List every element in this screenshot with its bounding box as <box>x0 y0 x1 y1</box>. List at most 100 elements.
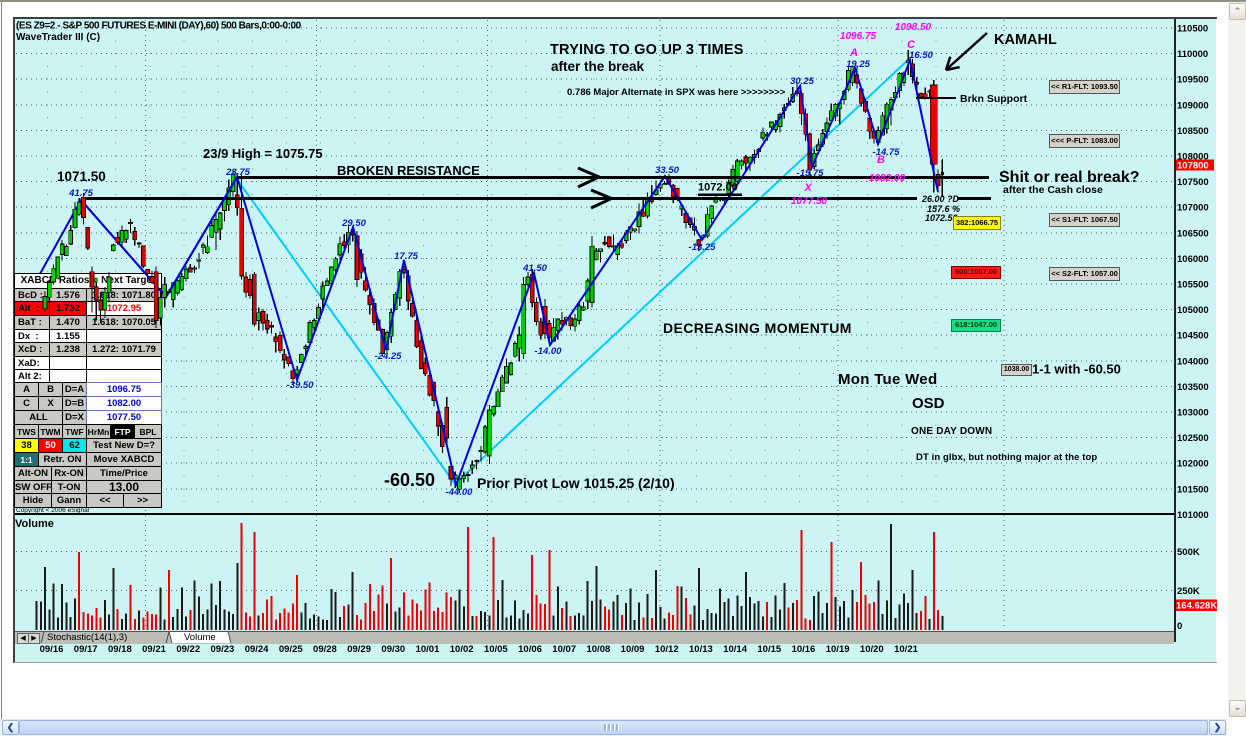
svg-text:WaveTrader III (C): WaveTrader III (C) <box>16 32 100 43</box>
svg-text:26.00 ?D: 26.00 ?D <box>921 194 960 204</box>
svg-text:Brkn Support: Brkn Support <box>960 93 1028 105</box>
svg-text:09/23: 09/23 <box>211 644 235 655</box>
svg-text:09/24: 09/24 <box>245 644 269 655</box>
svg-text:09/18: 09/18 <box>108 644 132 655</box>
svg-text:107500: 107500 <box>1177 177 1209 188</box>
svg-text:1098.50: 1098.50 <box>895 22 932 33</box>
svg-text:23/9 High = 1075.75: 23/9 High = 1075.75 <box>203 146 323 161</box>
svg-text:-15.75: -15.75 <box>797 168 825 179</box>
svg-text:10/08: 10/08 <box>586 644 610 655</box>
svg-text:1071.50: 1071.50 <box>57 169 106 184</box>
svg-text:09/17: 09/17 <box>74 644 98 655</box>
svg-text:250K: 250K <box>1177 586 1200 597</box>
svg-text:104500: 104500 <box>1177 331 1209 342</box>
svg-text:KAMAHL: KAMAHL <box>994 32 1057 48</box>
svg-text:TRYING TO GO UP 3 TIMES: TRYING TO GO UP 3 TIMES <box>550 42 744 58</box>
svg-text:10/20: 10/20 <box>860 644 884 655</box>
svg-text:105500: 105500 <box>1177 280 1209 291</box>
svg-text:Mon Tue Wed: Mon Tue Wed <box>838 371 937 388</box>
svg-text:107800: 107800 <box>1177 161 1209 172</box>
svg-text:108500: 108500 <box>1177 126 1209 137</box>
svg-text:157.6 %: 157.6 % <box>927 204 960 214</box>
svg-text:10/01: 10/01 <box>416 644 440 655</box>
svg-text:-24.25: -24.25 <box>375 351 403 362</box>
svg-text:09/22: 09/22 <box>176 644 200 655</box>
svg-text:-14.75: -14.75 <box>873 147 901 158</box>
svg-text:103000: 103000 <box>1177 408 1209 419</box>
svg-text:1077.50: 1077.50 <box>791 196 828 207</box>
svg-text:109000: 109000 <box>1177 100 1209 111</box>
svg-text:17.75: 17.75 <box>394 251 418 262</box>
svg-text:106000: 106000 <box>1177 254 1209 265</box>
svg-text:1072.00: 1072.00 <box>698 182 738 194</box>
svg-text:500K: 500K <box>1177 547 1200 558</box>
svg-text:Prior Pivot Low 1015.25 (2/10): Prior Pivot Low 1015.25 (2/10) <box>477 475 675 491</box>
svg-text:Shit or real break?: Shit or real break? <box>999 169 1140 186</box>
svg-text:09/25: 09/25 <box>279 644 303 655</box>
svg-text:10/09: 10/09 <box>621 644 645 655</box>
svg-text:10/05: 10/05 <box>484 644 508 655</box>
svg-text:105000: 105000 <box>1177 305 1209 316</box>
svg-text:09/16: 09/16 <box>40 644 64 655</box>
svg-text:10/14: 10/14 <box>723 644 747 655</box>
svg-text:A: A <box>849 47 858 59</box>
svg-text:Volume: Volume <box>15 518 54 530</box>
svg-text:09/29: 09/29 <box>347 644 371 655</box>
svg-text:10/07: 10/07 <box>552 644 576 655</box>
svg-text:-60.50: -60.50 <box>384 470 435 490</box>
svg-text:101500: 101500 <box>1177 484 1209 495</box>
svg-text:16.50: 16.50 <box>909 50 933 61</box>
svg-text:10/12: 10/12 <box>655 644 679 655</box>
svg-text:101000: 101000 <box>1177 510 1209 521</box>
svg-text:109500: 109500 <box>1177 75 1209 86</box>
svg-text:23.75: 23.75 <box>225 167 250 178</box>
svg-text:-14.00: -14.00 <box>535 346 563 357</box>
svg-text:41.50: 41.50 <box>522 263 547 274</box>
svg-text:0: 0 <box>1177 621 1182 632</box>
svg-text:110500: 110500 <box>1177 24 1208 35</box>
svg-text:107000: 107000 <box>1177 203 1209 214</box>
svg-text:41.75: 41.75 <box>68 188 93 199</box>
svg-text:102500: 102500 <box>1177 433 1209 444</box>
svg-text:B: B <box>877 154 885 166</box>
svg-text:106500: 106500 <box>1177 228 1209 239</box>
svg-text:33.50: 33.50 <box>655 165 679 176</box>
svg-text:(ES Z9=2 - S&P 500 FUTURES E-M: (ES Z9=2 - S&P 500 FUTURES E-MINI (DAY),… <box>16 21 302 32</box>
svg-text:DECREASING MOMENTUM: DECREASING MOMENTUM <box>663 320 852 336</box>
svg-text:-13.25: -13.25 <box>689 242 717 253</box>
svg-text:-39.50: -39.50 <box>287 380 315 391</box>
svg-text:30.25: 30.25 <box>790 76 814 87</box>
svg-text:108000: 108000 <box>1177 152 1209 163</box>
svg-text:110000: 110000 <box>1177 49 1208 60</box>
svg-text:X: X <box>803 182 812 194</box>
svg-text:10/15: 10/15 <box>757 644 781 655</box>
svg-text:164.628K: 164.628K <box>1176 601 1217 612</box>
svg-text:Copyright < 2006 eSignal: Copyright < 2006 eSignal <box>16 507 90 514</box>
svg-text:BROKEN RESISTANCE: BROKEN RESISTANCE <box>337 163 480 178</box>
svg-text:10/02: 10/02 <box>450 644 474 655</box>
svg-text:10/21: 10/21 <box>894 644 918 655</box>
svg-text:29.50: 29.50 <box>341 218 366 229</box>
svg-text:10/06: 10/06 <box>518 644 542 655</box>
svg-text:10/19: 10/19 <box>826 644 850 655</box>
svg-text:09/30: 09/30 <box>381 644 405 655</box>
svg-text:102000: 102000 <box>1177 459 1209 470</box>
svg-text:09/21: 09/21 <box>142 644 166 655</box>
svg-text:104000: 104000 <box>1177 356 1209 367</box>
svg-text:10/16: 10/16 <box>792 644 816 655</box>
svg-text:1-1 with -60.50: 1-1 with -60.50 <box>1032 362 1121 377</box>
svg-text:103500: 103500 <box>1177 382 1209 393</box>
svg-text:ONE DAY DOWN: ONE DAY DOWN <box>911 426 992 437</box>
svg-text:1072.50: 1072.50 <box>925 213 958 223</box>
svg-text:1096.75: 1096.75 <box>840 31 877 42</box>
svg-text:-44.00: -44.00 <box>446 487 474 498</box>
svg-text:DT in glbx, but nothing major: DT in glbx, but nothing major at the top <box>916 452 1097 463</box>
svg-text:09/28: 09/28 <box>313 644 337 655</box>
svg-text:19.25: 19.25 <box>846 59 870 70</box>
svg-text:OSD: OSD <box>912 395 945 412</box>
svg-text:after the break: after the break <box>551 59 645 74</box>
svg-text:10/13: 10/13 <box>689 644 713 655</box>
svg-text:C: C <box>907 39 916 51</box>
svg-text:1082.00: 1082.00 <box>869 173 906 184</box>
svg-text:0.786 Major Alternate in SPX w: 0.786 Major Alternate in SPX was here >>… <box>567 87 786 98</box>
